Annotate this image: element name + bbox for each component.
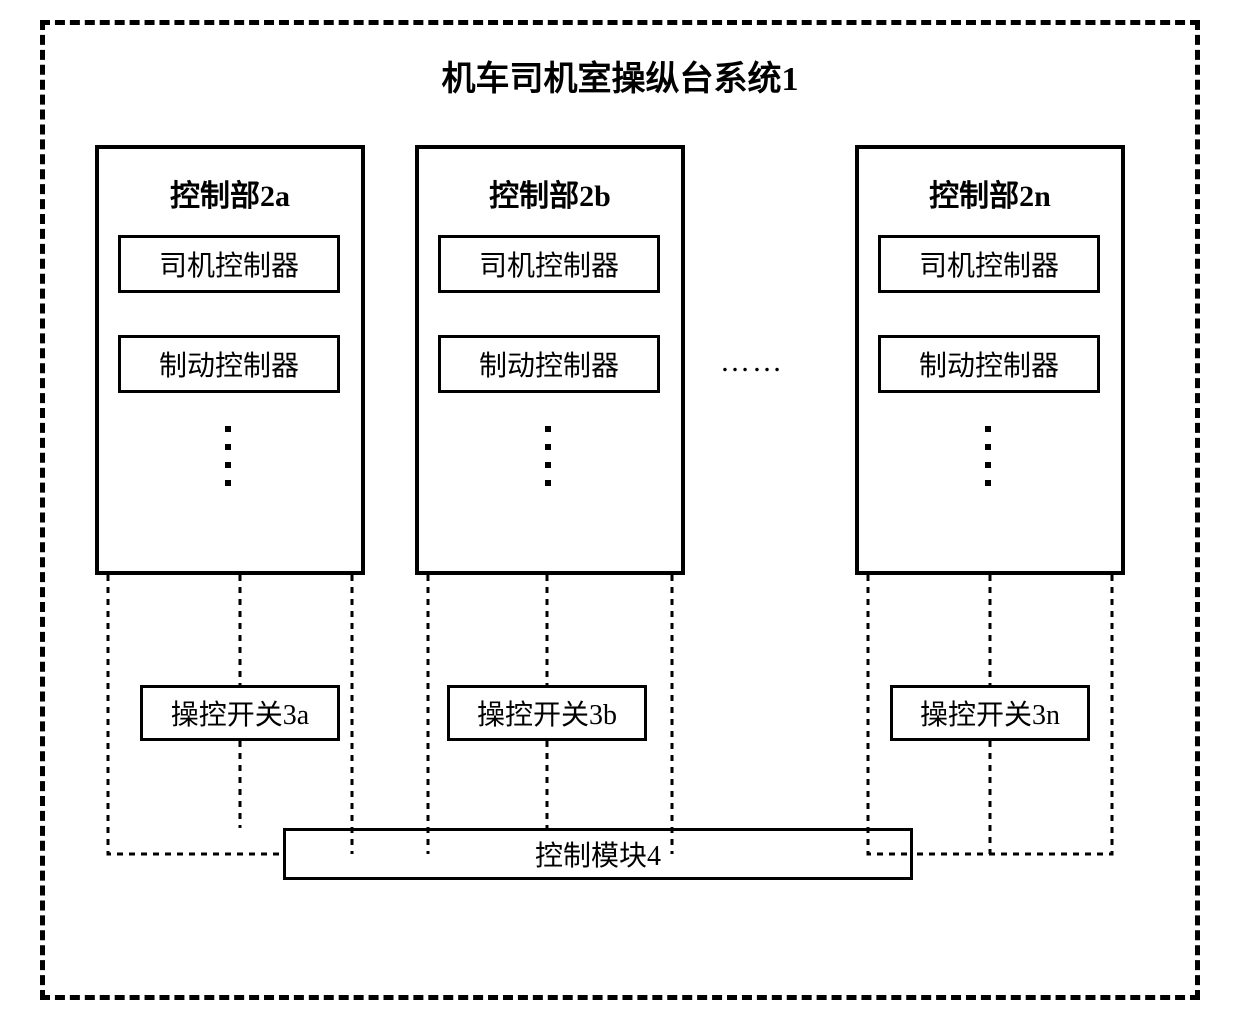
ellipsis-vertical-icon <box>225 420 231 492</box>
control-unit-item: 司机控制器 <box>438 235 660 293</box>
ellipsis-horizontal-icon: …… <box>720 345 784 379</box>
control-unit-title: 控制部2a <box>170 171 290 215</box>
control-unit-item: 司机控制器 <box>118 235 340 293</box>
control-unit-title: 控制部2n <box>929 171 1051 215</box>
switch-3b: 操控开关3b <box>447 685 647 741</box>
switch-3n: 操控开关3n <box>890 685 1090 741</box>
system-title: 机车司机室操纵台系统1 <box>40 50 1200 100</box>
control-module: 控制模块4 <box>283 828 913 880</box>
control-unit-item: 制动控制器 <box>878 335 1100 393</box>
ellipsis-vertical-icon <box>545 420 551 492</box>
ellipsis-vertical-icon <box>985 420 991 492</box>
diagram-canvas: 机车司机室操纵台系统1 控制部2a 司机控制器制动控制器 控制部2b 司机控制器制动控制… <box>0 0 1240 1020</box>
control-unit-item: 司机控制器 <box>878 235 1100 293</box>
control-unit-title: 控制部2b <box>489 171 611 215</box>
control-unit-item: 制动控制器 <box>438 335 660 393</box>
switch-3a: 操控开关3a <box>140 685 340 741</box>
control-unit-item: 制动控制器 <box>118 335 340 393</box>
